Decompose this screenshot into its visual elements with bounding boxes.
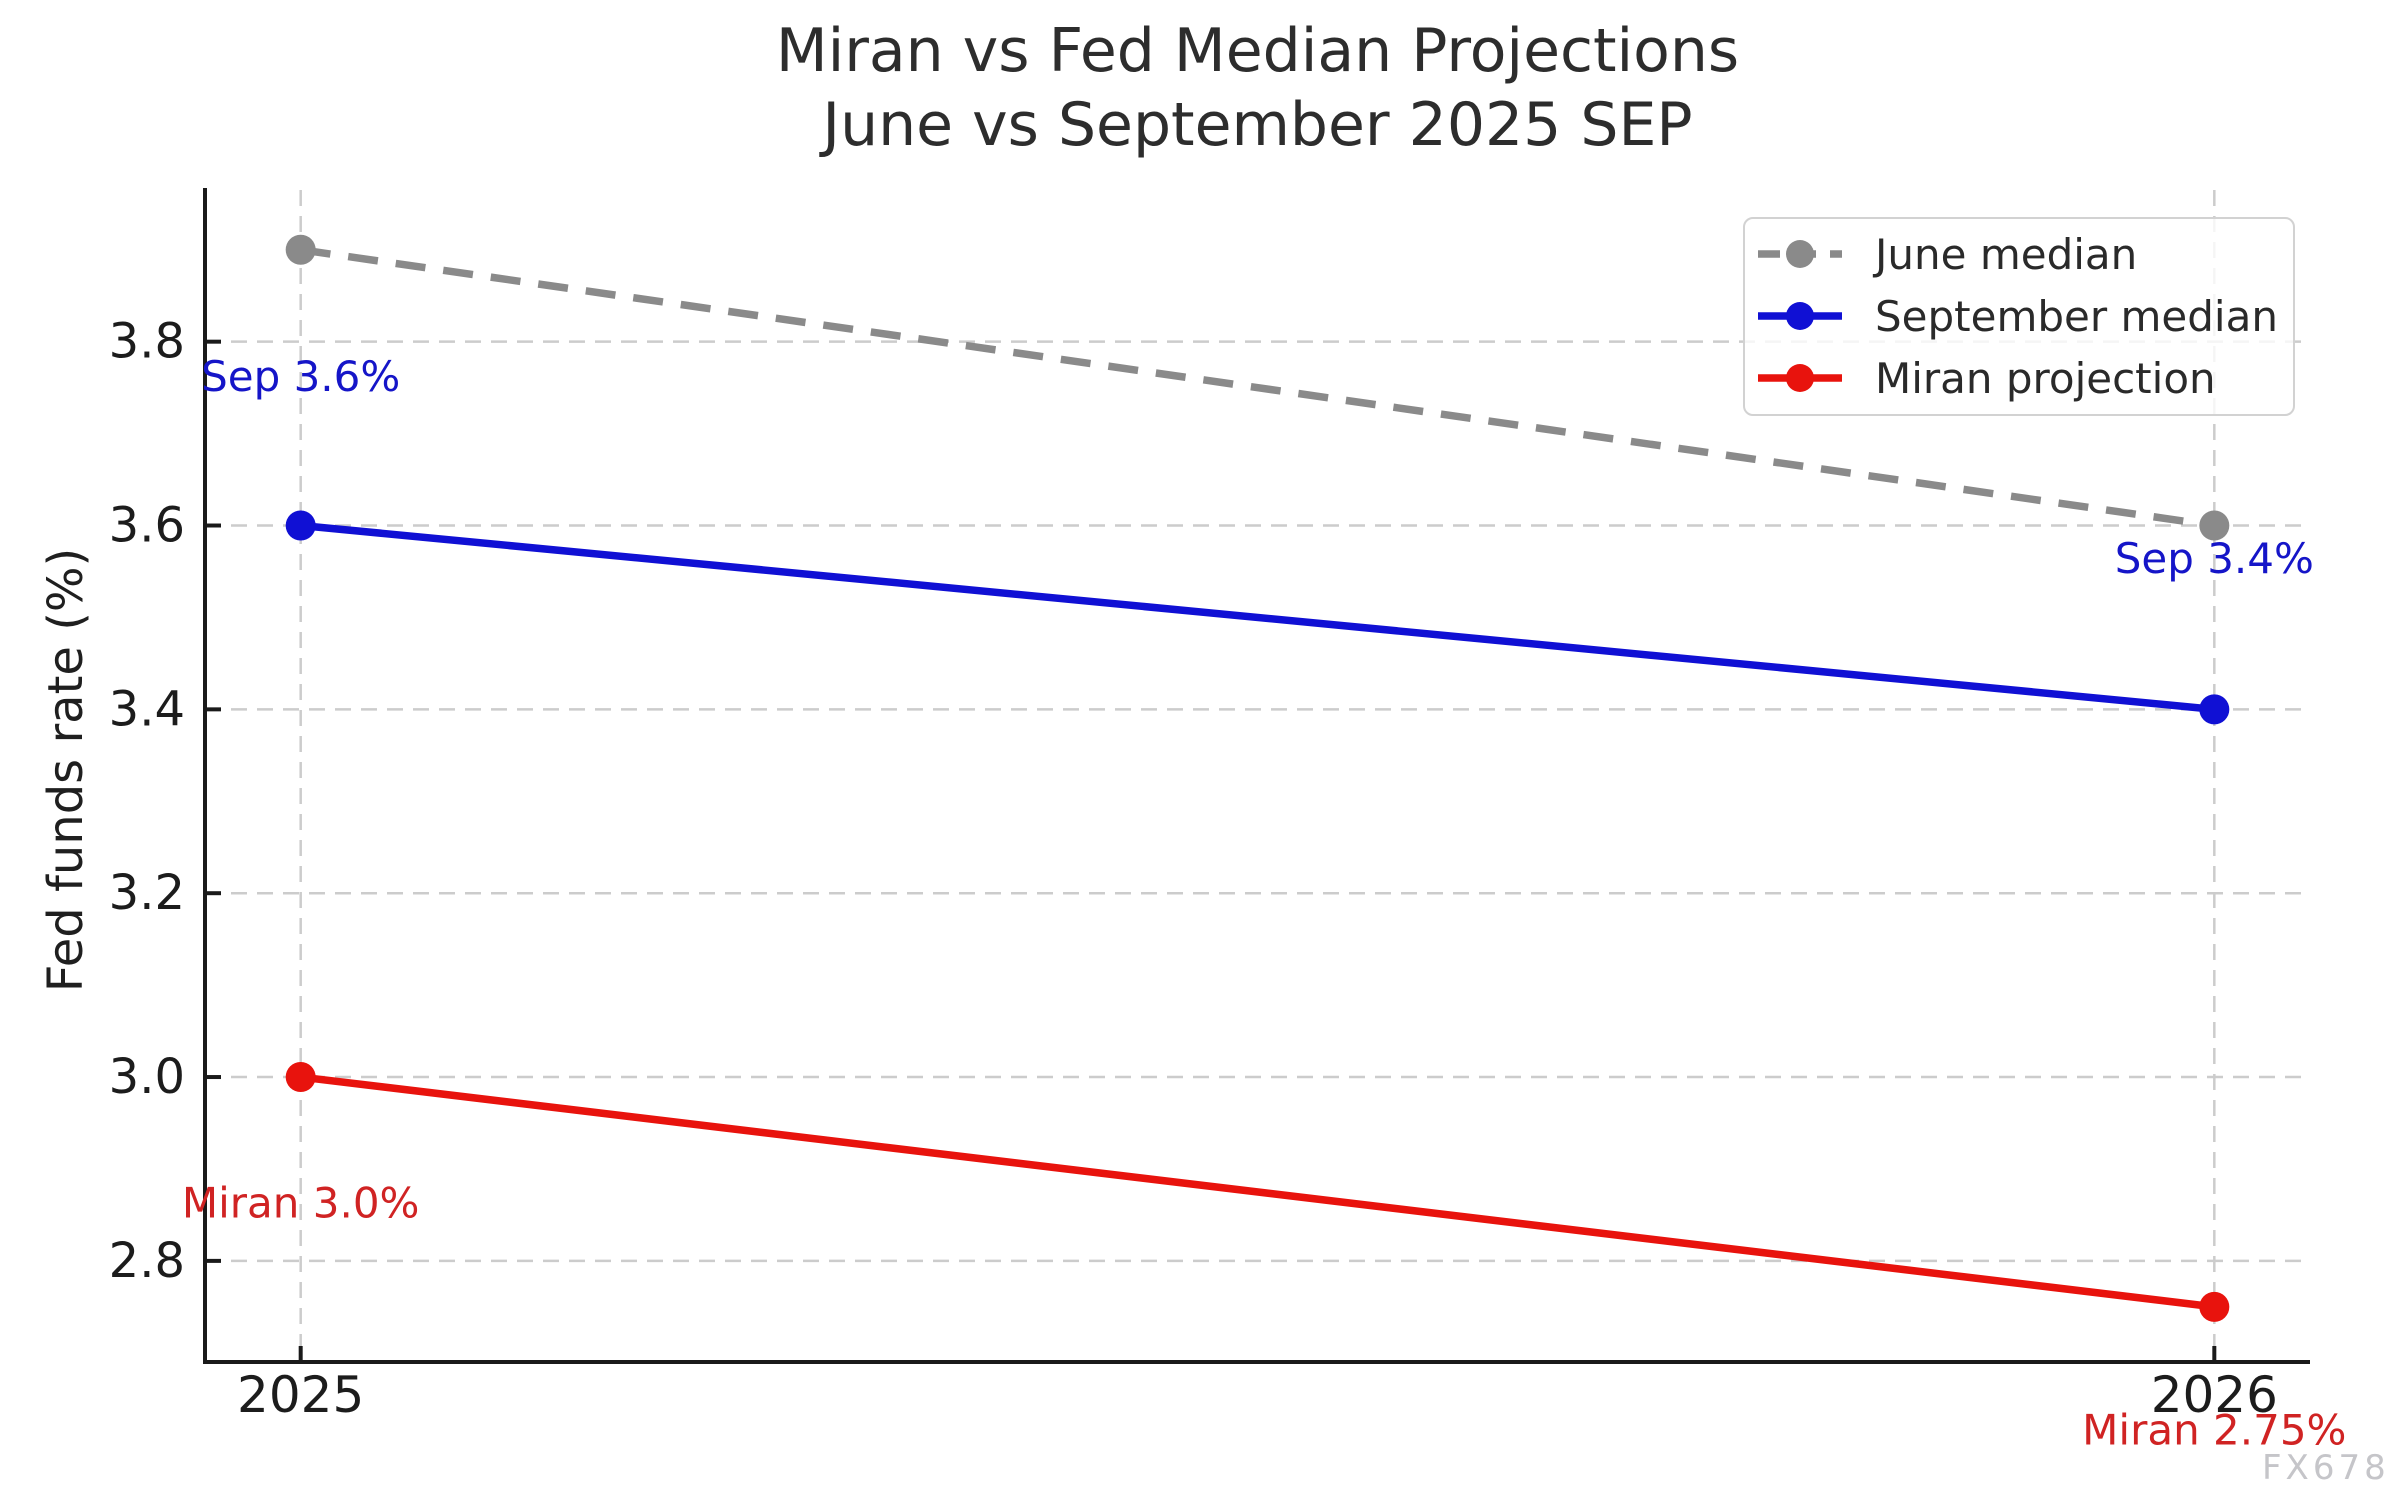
svg-text:Sep 3.6%: Sep 3.6% (201, 352, 400, 401)
y-axis-label: Fed funds rate (%) (38, 547, 94, 993)
chart-title: Miran vs Fed Median Projections June vs … (205, 14, 2310, 162)
svg-text:Miran 2.75%: Miran 2.75% (2082, 1406, 2346, 1455)
chart-title-line2: June vs September 2025 SEP (822, 90, 1693, 160)
chart-title-line1: Miran vs Fed Median Projections (775, 16, 1740, 86)
legend-item-miran: Miran projection (1755, 347, 2293, 409)
svg-text:3.0: 3.0 (109, 1049, 185, 1105)
solid-line-marker-icon (1758, 364, 1842, 392)
legend-item-june: June median (1755, 223, 2293, 285)
svg-text:2.8: 2.8 (109, 1233, 185, 1289)
svg-text:3.4: 3.4 (109, 681, 185, 737)
dashed-line-marker-icon (1758, 240, 1842, 268)
svg-text:2026: 2026 (2151, 1366, 2278, 1424)
svg-text:Sep 3.4%: Sep 3.4% (2115, 534, 2314, 583)
legend-label: Miran projection (1875, 353, 2216, 403)
svg-text:2025: 2025 (237, 1366, 364, 1424)
watermark: FX678 (2262, 1448, 2390, 1488)
svg-text:Miran 3.0%: Miran 3.0% (182, 1178, 420, 1227)
legend-label: September median (1875, 291, 2278, 341)
legend-label: June median (1875, 229, 2138, 279)
legend: June median September median Miran proje… (1743, 217, 2295, 416)
svg-text:3.2: 3.2 (109, 865, 185, 921)
legend-item-september: September median (1755, 285, 2293, 347)
svg-text:3.6: 3.6 (109, 498, 185, 554)
svg-text:3.8: 3.8 (109, 314, 185, 370)
solid-line-marker-icon (1758, 302, 1842, 330)
